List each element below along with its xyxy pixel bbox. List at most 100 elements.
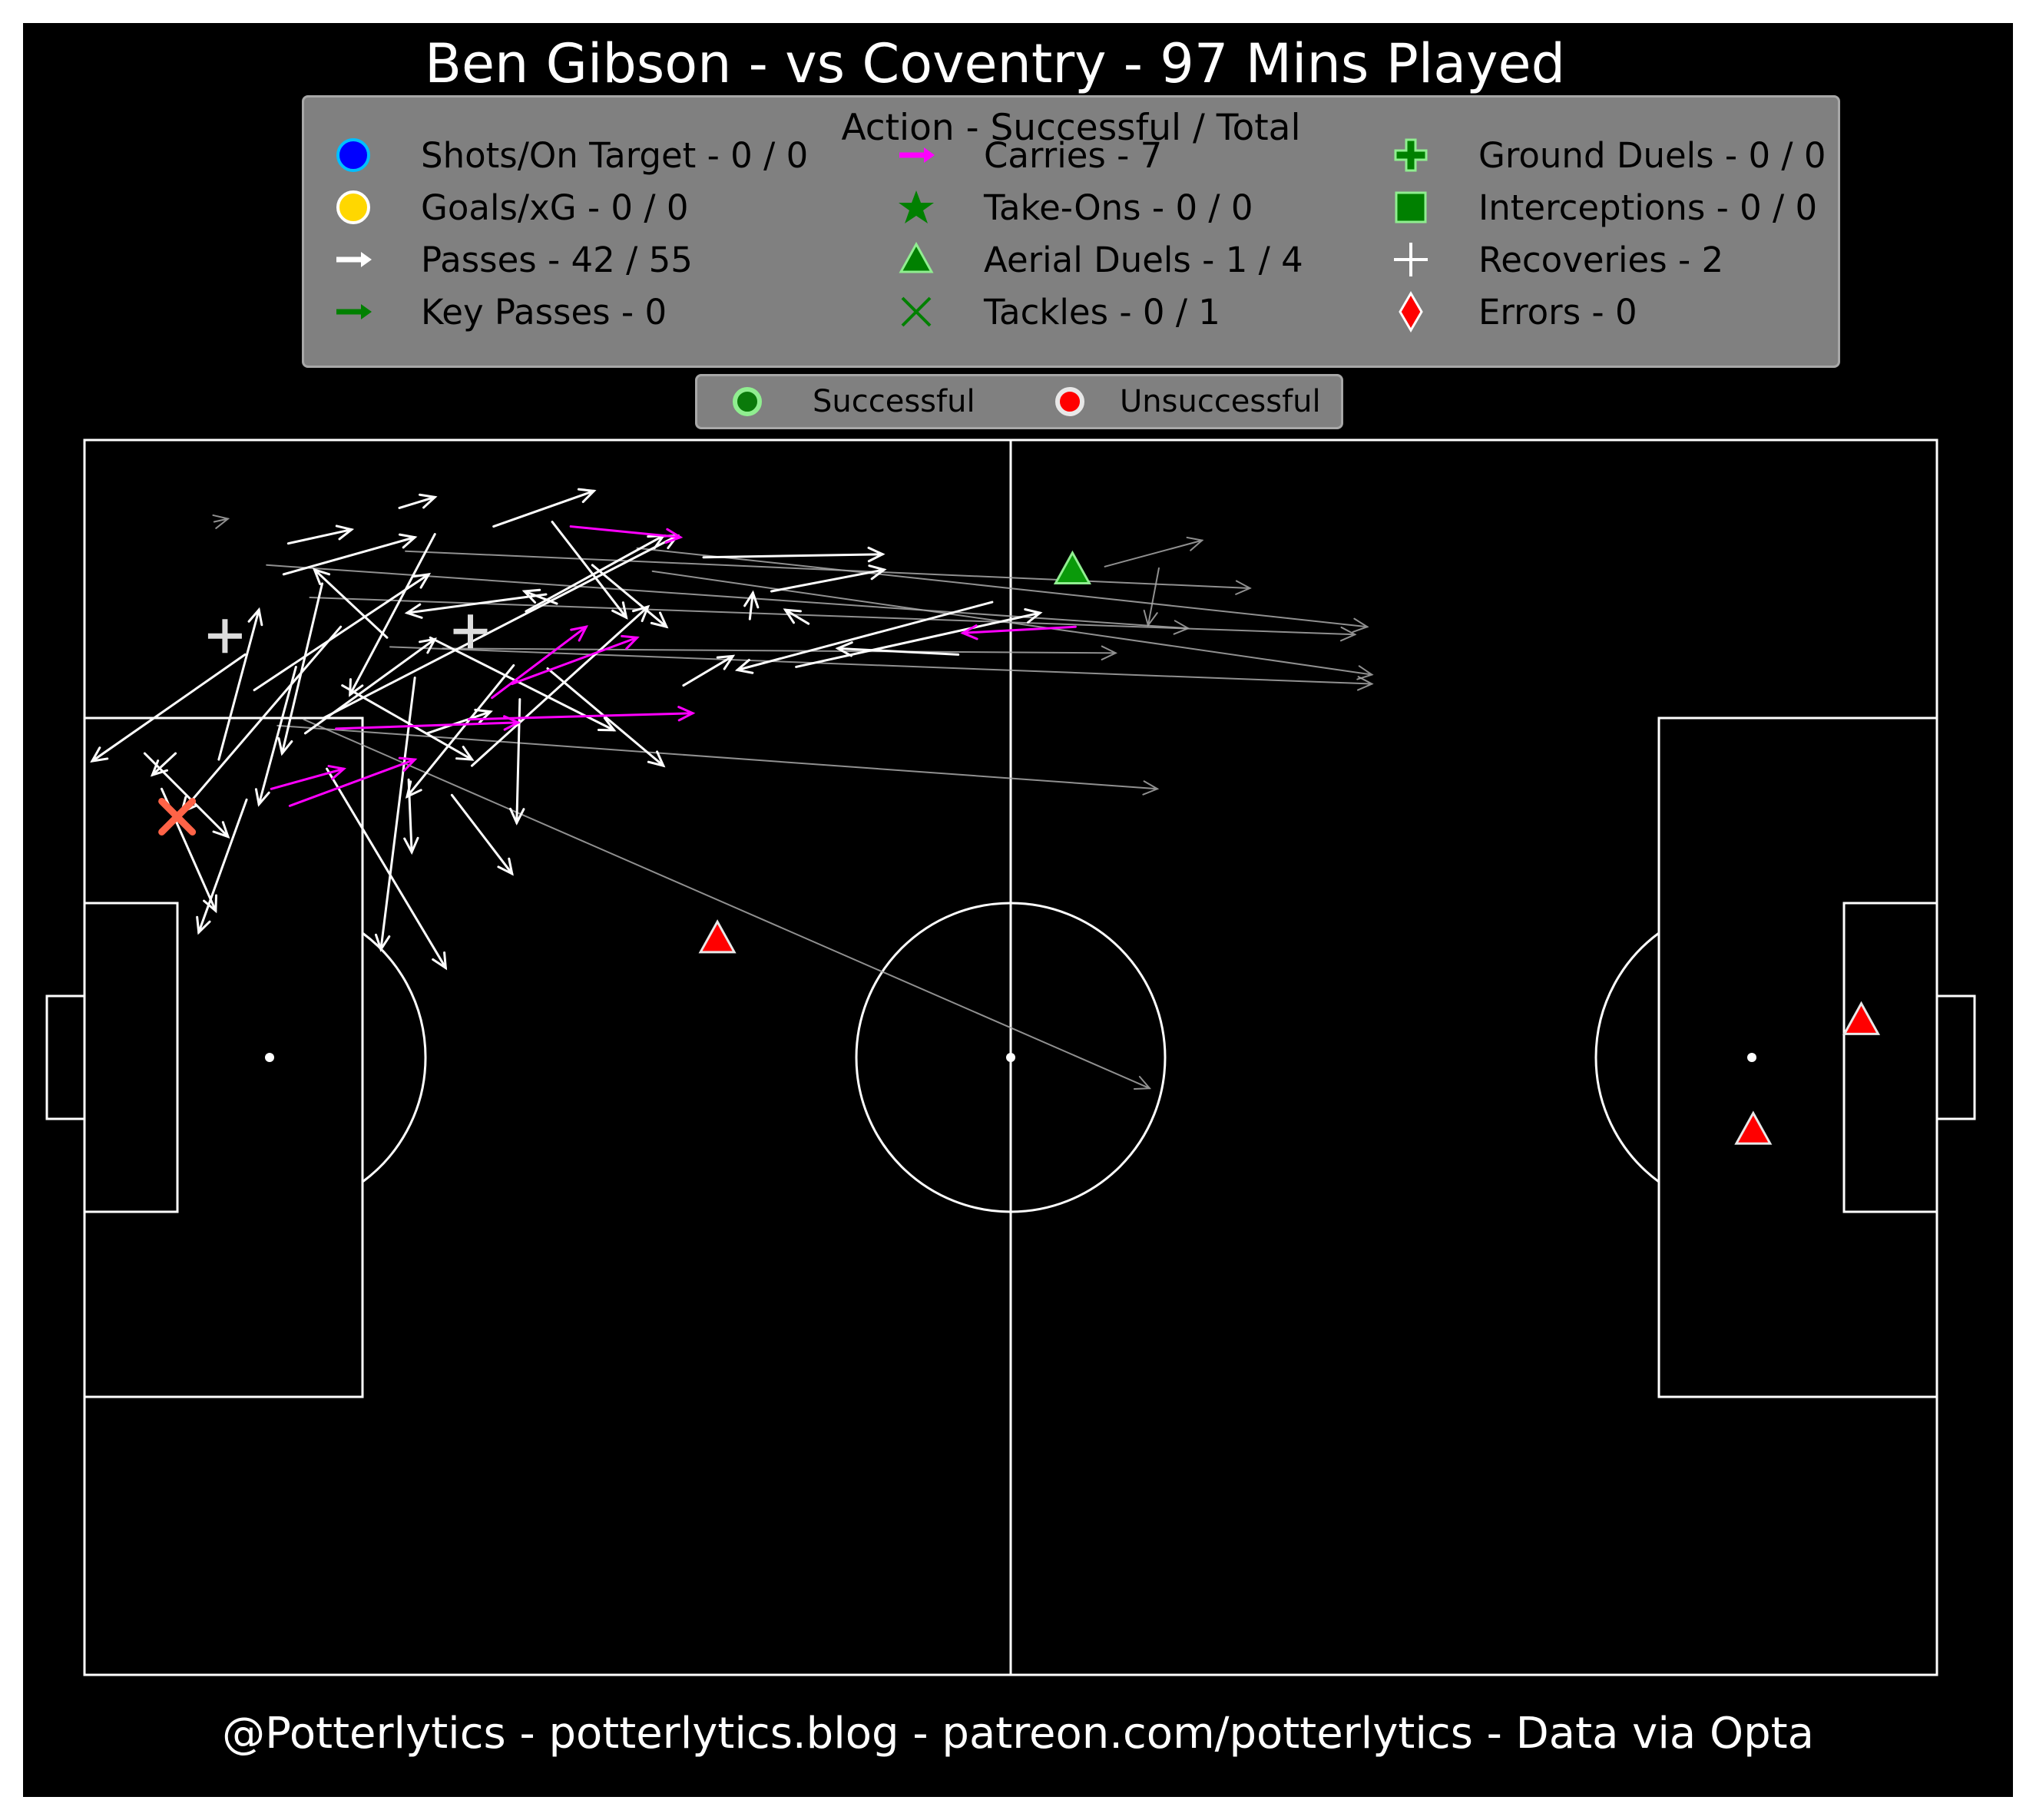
successful-pass-arrow [492,488,597,528]
successful-pass-arrow-line [836,647,960,656]
successful-pass-arrow [312,568,389,639]
gold-circle-icon [336,190,370,224]
carry-arrow-line [962,625,1077,634]
successful-pass-arrow-line [217,608,260,761]
unsuccessful-pass-arrow-line [266,564,1190,630]
outcome-legend: Successful Unsuccessful [695,374,1343,429]
star-icon [899,190,934,223]
legend-symbol [307,184,399,230]
successful-pass-arrow-head [497,857,514,876]
successful-pass-arrow-line [398,495,436,509]
successful-pass-arrow [196,798,248,935]
successful-pass-arrow-line [180,625,343,813]
successful-pass-arrow [326,767,448,971]
legend-title: Action - Successful / Total [841,107,1301,149]
successful-pass-arrow-line [286,528,353,545]
successful-marker-icon [733,387,762,416]
successful-pass-arrow-head [312,568,331,585]
carry-arrow [335,715,521,731]
legend-item: Take-Ons - 0 / 0 [870,181,1253,233]
carry-arrow-line [288,758,416,807]
legend-label: Take-Ons - 0 / 0 [984,187,1253,228]
successful-pass-arrow-line [551,521,628,619]
successful-pass-arrow-head [403,836,419,855]
successful-pass-arrow-head [743,590,760,609]
successful-pass-arrow [403,778,419,855]
blue-circle-icon [336,138,370,172]
legend-item: Recoveries - 2 [1365,233,1723,286]
legend-label: Tackles - 0 / 1 [984,291,1220,333]
unsuccessful-pass-arrow [303,718,1152,1090]
unsuccessful-pass-arrow [1143,567,1160,627]
legend-item: Aerial Duels - 1 / 4 [870,233,1303,286]
carry-arrow-head [621,634,640,650]
successful-pass-arrow-line [770,568,886,593]
successful-pass-arrow [783,608,810,625]
successful-pass-arrow-head [1024,608,1043,624]
legend-label: Ground Duels - 0 / 0 [1478,134,1826,176]
successful-pass-arrow [795,608,1043,668]
unsuccessful-pass-arrow-line [303,718,1150,1090]
successful-pass-arrow-head [196,915,211,935]
center-circle [855,902,1167,1213]
legend-label: Recoveries - 2 [1478,239,1724,280]
carry-arrow [491,625,589,700]
successful-pass-arrow [835,641,960,657]
right-penalty-area [1657,716,1938,1398]
unsuccessful-pass-arrow-head [1357,676,1374,691]
successful-pass-arrow [450,793,514,876]
unsuccessful-pass-arrow-head [1142,780,1160,796]
carry-arrow [288,756,418,807]
legend-symbol [1365,132,1457,178]
successful-pass-arrow-line [682,654,734,687]
successful-pass-arrow [591,564,669,629]
carry-arrow [270,765,347,790]
successful-pass-arrow [521,588,558,605]
successful-pass-arrow [143,752,230,839]
legend-label: Errors - 0 [1478,291,1637,333]
unsuccessful-pass-arrow-line [651,570,1373,676]
unsuccessful-pass-arrow-line [636,547,1369,628]
successful-pass-arrow [303,637,438,735]
unsuccessful-pass-arrow [405,550,1252,595]
successful-pass-arrow-head [577,488,597,504]
successful-pass-arrow-head [247,607,263,627]
successful-pass-arrow-line [253,573,430,692]
unsuccessful-pass-arrow [276,724,1160,796]
successful-pass-arrow-line [525,534,665,613]
successful-pass-arrow [253,572,432,692]
unsuccessful-pass-arrow-line [405,550,1251,589]
successful-pass-arrow [375,677,416,952]
successful-pass-arrow-head [631,604,651,623]
successful-pass-arrow-line [748,591,754,620]
successful-pass-arrow [743,590,760,620]
unsuccessful-pass-arrow-head [1143,609,1158,627]
successful-pass-arrow-head [597,716,617,732]
unsuccessful-pass-arrow-head [1186,536,1204,551]
footer-credit: @Potterlytics - potterlytics.blog - patr… [222,1709,1814,1759]
successful-pass-arrow-head [783,608,802,624]
successful-pass-arrow-line [471,605,650,767]
successful-pass-arrow-head [432,951,448,971]
carry-arrow-line [270,767,346,790]
successful-pass-arrow-line [151,752,177,776]
legend-item: Ground Duels - 0 / 0 [1365,129,1826,181]
recovery-marker [453,614,488,649]
right-penalty-arc [1594,932,1660,1183]
successful-pass-arrow [429,636,617,732]
successful-pass-arrow-line [515,698,521,824]
successful-pass-arrow-head [150,759,169,777]
legend-symbol [1365,184,1457,230]
legend-symbol [870,237,962,283]
left-penalty-area [83,716,364,1398]
legend-label: Passes - 42 / 55 [421,239,693,280]
unsuccessful-pass-arrow [651,570,1374,680]
unsuccessful-pass-arrow-line [1104,539,1203,568]
successful-pass-arrow [286,524,355,545]
successful-pass-arrow [702,546,886,563]
successful-pass-arrow-head [868,564,887,581]
successful-pass-arrow-head [375,933,391,952]
legend-label: Carries - 7 [984,134,1163,176]
unsuccessful-pass-arrow [212,514,230,529]
